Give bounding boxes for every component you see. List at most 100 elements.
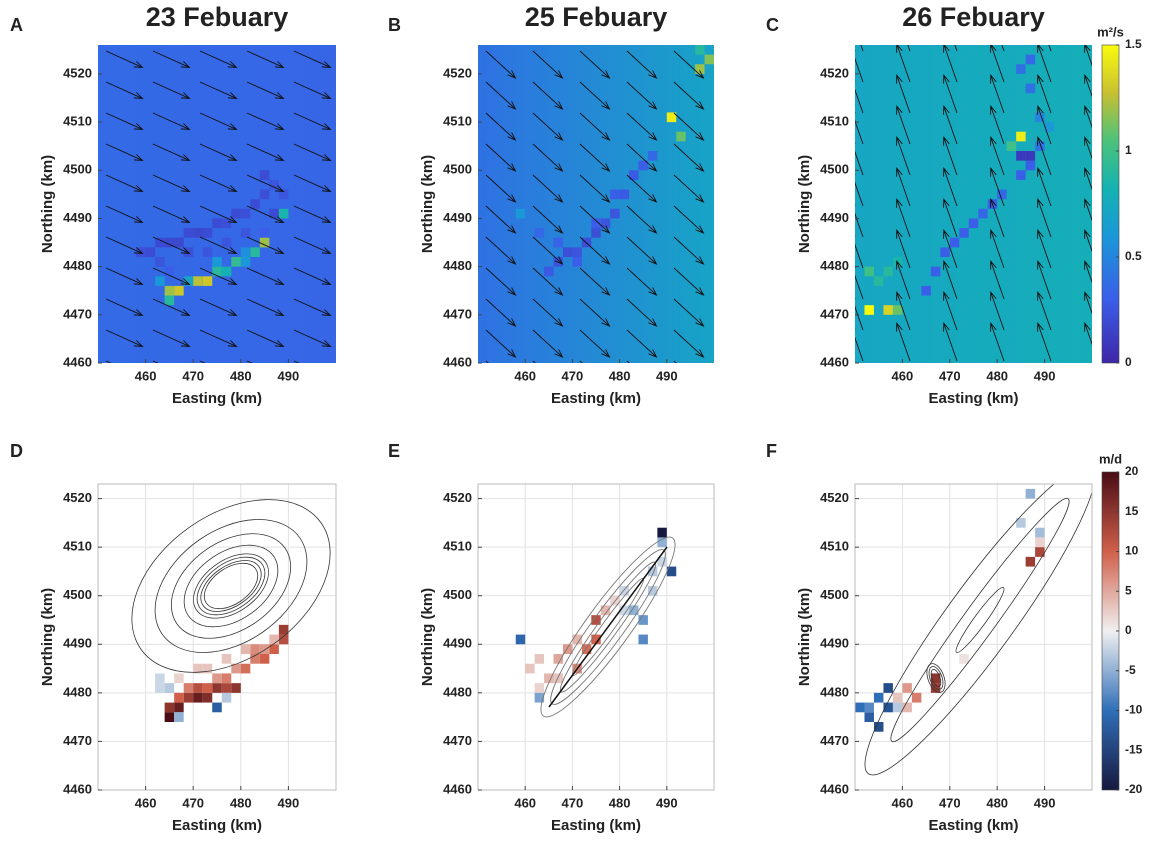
wind-arrow	[341, 51, 377, 67]
wind-arrow	[532, 174, 564, 203]
cell	[873, 692, 884, 703]
cell	[221, 266, 232, 277]
cell	[892, 305, 903, 315]
y-tick-label: 4500	[443, 162, 472, 177]
cell	[155, 673, 165, 684]
wind-arrow	[673, 81, 705, 110]
cell	[610, 208, 620, 219]
cell	[911, 692, 922, 703]
cell	[1016, 64, 1026, 74]
wind-arrow	[721, 175, 750, 202]
wind-arrow	[532, 236, 564, 265]
wind-arrow	[293, 360, 300, 363]
colorbar-tick-label: -15	[1125, 742, 1143, 756]
x-tick-label: 470	[182, 795, 204, 810]
cell	[629, 170, 639, 180]
wind-arrow	[199, 174, 238, 192]
colorbar-tick-label: -10	[1125, 703, 1143, 717]
wind-arrow	[485, 112, 517, 141]
y-tick-label: 4520	[63, 65, 92, 80]
colorbar-tick-label: 0	[1125, 355, 1132, 369]
wind-arrow	[293, 112, 332, 130]
cell	[647, 586, 658, 596]
cell	[240, 208, 251, 219]
cell	[1016, 518, 1026, 528]
wind-arrow	[579, 267, 611, 296]
y-tick-label: 4460	[63, 354, 92, 369]
cell	[1035, 527, 1045, 538]
x-tick-label: 490	[1034, 795, 1056, 810]
cell	[591, 228, 601, 238]
wind-arrow	[532, 143, 564, 172]
wind-arrow	[341, 82, 377, 98]
contours-f	[864, 484, 1092, 776]
cell	[231, 683, 241, 693]
colorbar-tick-label: 1	[1125, 143, 1132, 157]
cell	[221, 692, 232, 703]
wind-arrow	[626, 360, 630, 363]
wind-arrow	[152, 329, 191, 347]
wind-arrow	[152, 81, 191, 99]
wind-arrow	[579, 112, 611, 141]
wind-arrow	[990, 229, 1005, 269]
wind-arrow	[532, 329, 564, 358]
wind-arrow	[1084, 45, 1092, 67]
wind-arrow	[896, 74, 911, 114]
wind-arrow	[673, 236, 705, 265]
y-tick-label: 4490	[820, 210, 849, 225]
cell	[591, 615, 601, 625]
cell	[221, 654, 232, 664]
cell	[704, 54, 714, 65]
wind-arrow	[673, 50, 705, 79]
y-tick-label: 4500	[63, 587, 92, 602]
panel-label: F	[766, 441, 777, 461]
wind-arrow	[485, 81, 517, 110]
colorbar-tick-label: 0	[1125, 623, 1132, 637]
cell	[259, 654, 270, 664]
cell	[278, 624, 289, 635]
wind-arrow	[896, 229, 911, 269]
cell	[629, 605, 639, 616]
wind-arrow	[896, 136, 911, 176]
y-tick-label: 4520	[820, 490, 849, 505]
y-tick-label: 4510	[443, 114, 472, 129]
cell	[183, 683, 194, 693]
x-tick-label: 470	[562, 368, 584, 383]
wind-arrow	[293, 174, 332, 192]
wind-arrow	[990, 105, 1005, 145]
wind-arrow	[485, 143, 517, 172]
y-tick-label: 4500	[820, 587, 849, 602]
panel	[855, 45, 1092, 363]
cell	[515, 634, 526, 645]
panel-title: 26 Febuary	[902, 2, 1045, 32]
wind-arrow	[293, 236, 332, 254]
wind-arrow	[990, 291, 1005, 331]
cell	[164, 237, 175, 248]
cell	[591, 218, 601, 229]
cell	[864, 266, 874, 277]
x-tick-label: 490	[656, 795, 678, 810]
cell	[544, 266, 554, 277]
wind-arrow	[152, 112, 191, 130]
cell	[600, 218, 611, 229]
x-tick-label: 490	[278, 368, 300, 383]
cell	[269, 644, 279, 654]
wind-arrow	[532, 205, 564, 234]
wind-arrow	[990, 198, 1005, 238]
panel-label: B	[388, 15, 401, 35]
cell	[221, 218, 232, 229]
wind-arrow	[246, 329, 285, 347]
colorbar-tick-label: 0.5	[1125, 249, 1142, 263]
wind-arrow	[341, 330, 377, 346]
plot-frame	[97, 483, 337, 791]
cell	[164, 285, 175, 296]
cell	[997, 189, 1007, 200]
x-tick-label: 480	[609, 795, 631, 810]
cell	[240, 663, 251, 674]
wind-arrow	[579, 143, 611, 172]
x-tick-label: 460	[135, 795, 157, 810]
y-tick-label: 4460	[443, 781, 472, 796]
cell	[1025, 160, 1036, 171]
y-tick-label: 4480	[820, 684, 849, 699]
wind-arrow	[152, 174, 191, 192]
